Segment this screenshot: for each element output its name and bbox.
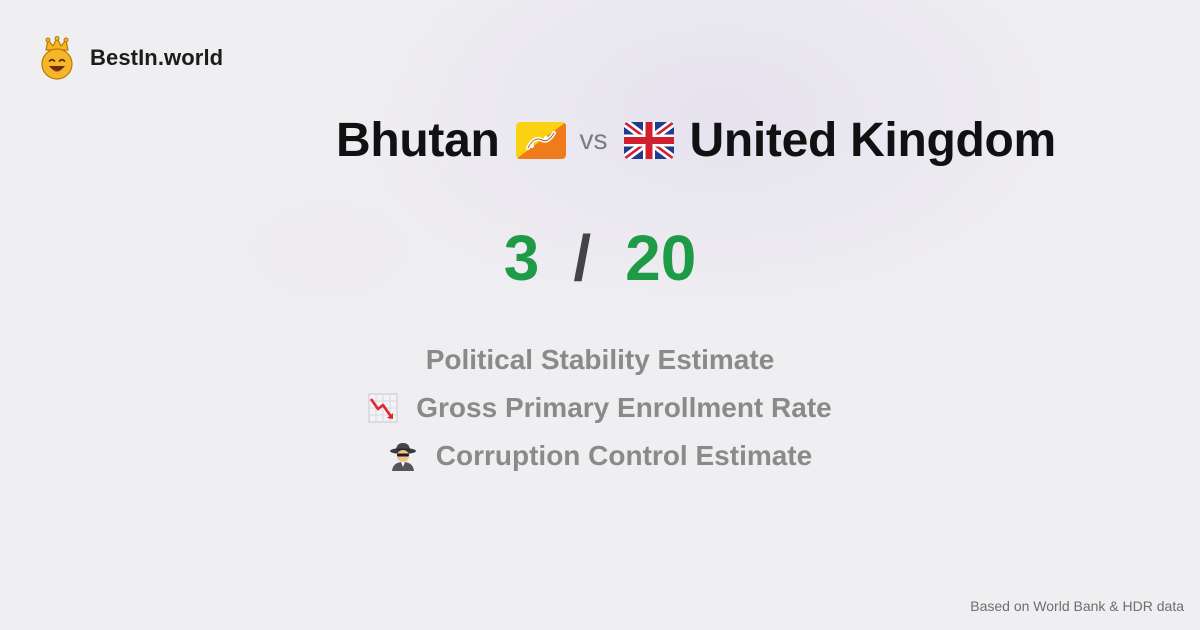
brand[interactable]: BestIn.world [38,36,223,80]
metric-label: Gross Primary Enrollment Rate [416,392,832,423]
chart-decreasing-icon [368,393,398,423]
score-country-a: 3 [503,222,540,294]
vs-label: vs [579,124,608,155]
metric-label: Political Stability Estimate [425,344,775,375]
comparison-title: Bhutan vs United Kingdom [336,108,1056,172]
metric-item: Political Stability Estimate [0,336,1200,384]
data-source-note: Based on World Bank & HDR data [970,598,1184,614]
metric-list: Political Stability Estimate Gross Prima… [0,336,1200,480]
crown-smiley-icon [41,36,73,80]
country-a-name: Bhutan [336,113,500,167]
score-separator: / [573,222,592,294]
detective-icon [389,443,416,471]
bhutan-flag-icon [515,121,566,159]
country-b-name: United Kingdom [689,113,1057,167]
brand-name: BestIn.world [90,45,224,70]
uk-flag-icon [623,121,674,159]
metric-label: Corruption Control Estimate [435,440,813,471]
score-display: 3 / 20 [0,218,1200,298]
metric-item: Corruption Control Estimate [0,432,1200,480]
metric-item: Gross Primary Enrollment Rate [0,384,1200,432]
score-country-b: 20 [625,222,697,294]
